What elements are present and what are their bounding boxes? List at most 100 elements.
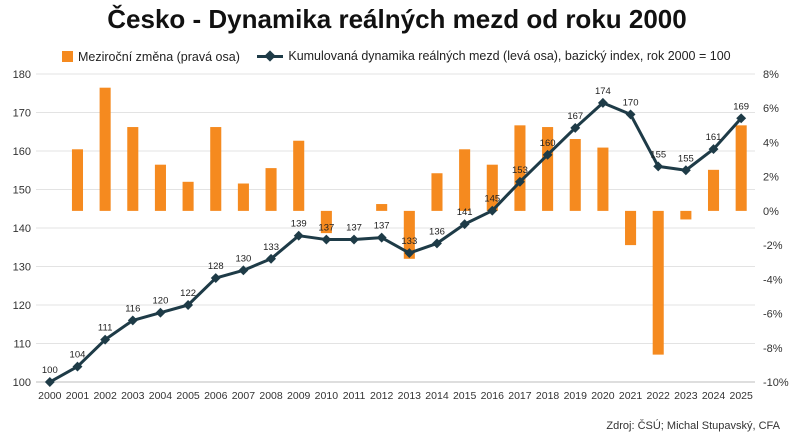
line-data-label: 145	[484, 194, 500, 205]
cumulative-line	[49, 101, 743, 384]
x-axis-tick-label: 2016	[481, 390, 505, 402]
bar	[265, 168, 277, 211]
line-point	[127, 315, 138, 326]
bar	[71, 149, 84, 211]
right-axis-tick-label: -6%	[763, 309, 783, 321]
bar	[237, 183, 249, 211]
bar	[597, 147, 609, 211]
left-axis-tick-label: 130	[13, 262, 31, 274]
right-axis-tick-label: 2%	[763, 172, 779, 184]
line-data-label: 122	[180, 288, 196, 299]
line-data-label: 174	[595, 86, 611, 97]
line-data-label: 130	[235, 253, 251, 264]
bar	[99, 87, 111, 211]
bar	[569, 139, 581, 211]
bar	[625, 210, 637, 246]
line-data-label: 136	[429, 226, 445, 237]
x-axis-tick-label: 2003	[121, 390, 145, 402]
line-data-label: 155	[678, 153, 694, 164]
bar	[542, 127, 554, 211]
line-point	[514, 176, 525, 187]
left-axis-tick-label: 150	[13, 185, 31, 197]
x-axis-tick-label: 2000	[38, 390, 62, 402]
line-point	[321, 234, 332, 245]
line-point	[597, 97, 608, 108]
x-axis-tick-label: 2010	[315, 390, 339, 402]
line-data-label: 170	[623, 97, 639, 108]
legend-label-bars: Meziroční změna (pravá osa)	[78, 49, 240, 64]
right-axis-tick-label: 8%	[763, 69, 779, 81]
legend: Meziroční změna (pravá osa) Kumulovaná d…	[62, 49, 745, 65]
right-axis-tick-label: -8%	[763, 343, 783, 355]
x-axis-tick-label: 2022	[647, 390, 671, 402]
line-data-label: 133	[263, 242, 279, 253]
bar	[680, 210, 692, 220]
line-point	[210, 273, 221, 283]
legend-item-line: Kumulovaná dynamika reálných mezd (levá …	[257, 49, 731, 63]
x-axis-tick-label: 2005	[176, 390, 200, 402]
x-axis-tick-label: 2021	[619, 390, 643, 402]
left-axis-tick-label: 160	[13, 146, 31, 158]
bar	[514, 125, 526, 211]
line-point	[183, 300, 194, 310]
line-data-label: 137	[318, 223, 334, 234]
line-point	[653, 161, 664, 172]
line-data-label: 169	[733, 101, 749, 112]
source-note: Zdroj: ČSÚ; Michal Stupavský, CFA	[606, 420, 780, 432]
bar	[182, 181, 194, 211]
line-point	[293, 230, 304, 241]
line-point	[708, 144, 719, 155]
line-data-label: 155	[650, 149, 666, 160]
right-axis-tick-label: -2%	[763, 240, 783, 252]
bar	[210, 127, 222, 211]
line-data-label: 161	[706, 132, 722, 143]
x-axis-tick-label: 2004	[149, 390, 173, 402]
line-point	[625, 109, 636, 120]
bar	[403, 210, 415, 259]
line-data-label: 137	[346, 223, 362, 234]
left-axis-tick-label: 170	[13, 108, 31, 120]
right-axis-tick-label: -4%	[763, 274, 783, 286]
left-axis-tick-label: 180	[13, 69, 31, 81]
bar	[459, 149, 471, 211]
right-axis-tick-label: 4%	[763, 137, 779, 149]
line-data-label: 111	[98, 323, 112, 334]
x-axis-tick-label: 2015	[453, 390, 477, 402]
x-axis-tick-label: 2012	[370, 390, 394, 402]
x-axis-tick-label: 2023	[674, 390, 698, 402]
line-point	[487, 205, 498, 216]
line-point	[238, 265, 249, 276]
left-axis-tick-label: 110	[13, 339, 31, 351]
line-data-label: 160	[540, 138, 556, 149]
bar	[652, 210, 664, 355]
line-point	[432, 238, 442, 249]
x-axis-tick-label: 2007	[232, 390, 256, 402]
bar	[127, 127, 139, 211]
legend-swatch-line	[257, 50, 284, 62]
line-point	[570, 122, 581, 133]
x-axis-tick-label: 2001	[66, 390, 90, 402]
x-axis-tick-label: 2019	[564, 390, 588, 402]
line-data-label: 167	[567, 111, 583, 122]
x-axis-tick-label: 2017	[508, 390, 532, 402]
bar	[154, 164, 166, 211]
left-axis-tick-label: 100	[13, 377, 31, 389]
x-axis-tick-label: 2014	[425, 390, 449, 402]
line-data-label: 116	[125, 303, 140, 314]
legend-label-line: Kumulovaná dynamika reálných mezd (levá …	[288, 49, 731, 63]
line-point	[266, 253, 277, 264]
line-data-label: 137	[374, 221, 390, 232]
line-data-label: 120	[153, 296, 169, 307]
line-data-label: 139	[291, 219, 307, 230]
bar	[431, 173, 443, 211]
line-point	[404, 248, 415, 258]
x-axis-tick-label: 2006	[204, 390, 228, 402]
line-point	[349, 234, 359, 245]
line-point	[459, 219, 470, 230]
right-axis-tick-label: -10%	[763, 377, 789, 389]
right-axis-tick-label: 0%	[763, 206, 779, 218]
left-axis-tick-label: 120	[13, 300, 31, 312]
bar	[707, 169, 720, 211]
line-point	[542, 149, 553, 160]
legend-item-bars: Meziroční změna (pravá osa)	[62, 50, 240, 64]
